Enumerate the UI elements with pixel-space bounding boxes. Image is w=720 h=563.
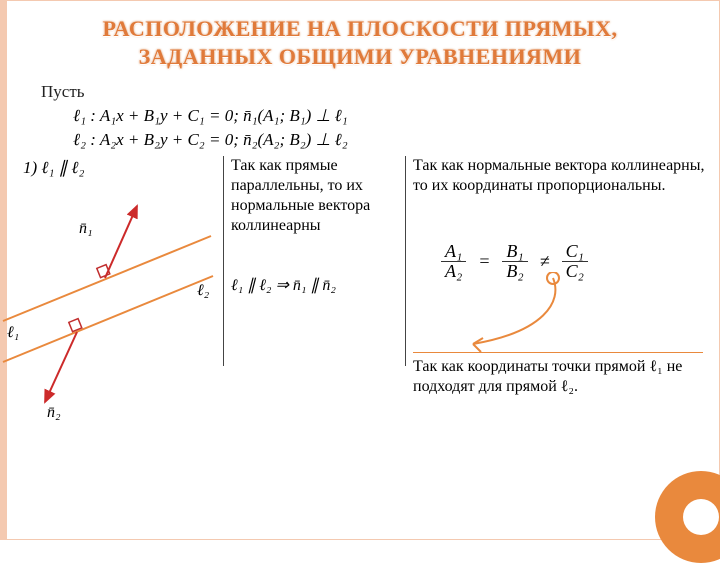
- frac-b-num: B₁: [502, 242, 527, 262]
- col1-implication: ℓ₁ ∥ ℓ₂ ⇒ n̄₁ ∥ n̄₂: [231, 276, 336, 296]
- equation-2: ℓ₂ : A₂x + B₂y + C₂ = 0; n̄₂(A₂; B₂) ⊥ ℓ…: [1, 128, 719, 152]
- line-l1: [3, 236, 211, 321]
- l2-label: ℓ₂: [197, 282, 209, 300]
- relop-neq: ≠: [532, 251, 558, 272]
- footnote-text: Так как координаты точки прямой ℓ₁ не по…: [413, 352, 703, 397]
- equation-1: ℓ₁ : A₁x + B₁y + C₁ = 0; n̄₁(A₁; B₁) ⊥ ℓ…: [1, 104, 719, 128]
- intro-label: Пусть: [1, 76, 719, 104]
- title-line-1: РАСПОЛОЖЕНИЕ НА ПЛОСКОСТИ ПРЯМЫХ,: [102, 16, 617, 41]
- l1-label: ℓ₁: [7, 324, 19, 342]
- col2-text: Так как нормальные вектора коллинеарны, …: [413, 156, 713, 196]
- title-line-2: ЗАДАННЫХ ОБЩИМИ УРАВНЕНИЯМИ: [139, 44, 582, 69]
- content-area: 1) ℓ₁ ∥ ℓ₂ ℓ₁ ℓ₂ n̄₁ n̄₂ Так как прямые …: [1, 156, 719, 516]
- intro-text: Пусть: [41, 82, 85, 101]
- corner-circle-inner: [683, 499, 719, 535]
- frac-a-num: A₁: [441, 242, 466, 262]
- relop-eq: =: [470, 251, 498, 272]
- n2-label: n̄₂: [47, 404, 61, 422]
- parallel-lines-diagram: [1, 166, 221, 426]
- frac-c-num: C₁: [562, 242, 588, 262]
- separator-1: [223, 156, 224, 366]
- page-title: РАСПОЛОЖЕНИЕ НА ПЛОСКОСТИ ПРЯМЫХ, ЗАДАНН…: [1, 1, 719, 76]
- separator-2: [405, 156, 406, 366]
- col1-text: Так как прямые параллельны, то их нормал…: [231, 156, 399, 236]
- n1-label: n̄₁: [79, 220, 93, 238]
- line-l2: [3, 276, 213, 362]
